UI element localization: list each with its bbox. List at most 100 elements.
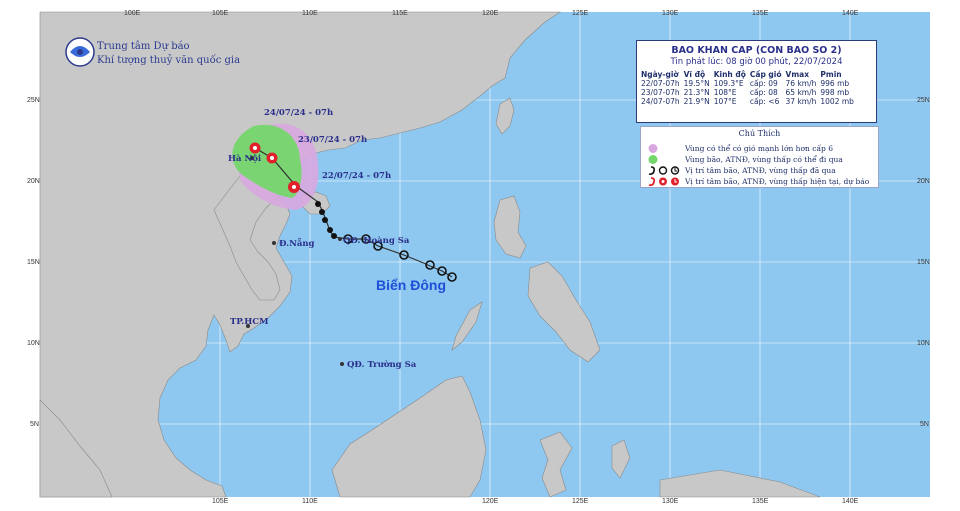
legend-item-label: Vị trí tâm bão, ATNĐ, vùng thấp đã qua (685, 166, 836, 175)
agency-name: Trung tâm Dự báo Khí tượng thuỷ văn quốc… (97, 40, 240, 68)
bulletin-table: Ngày-giờ Vĩ độ Kinh độ Cấp gió Vmax Pmin… (641, 70, 858, 106)
agency-logo (65, 37, 95, 67)
lat-labels-left: 25N 20N 15N 10N 5N (27, 97, 40, 428)
left-lat-15: 15N (27, 259, 40, 266)
bulletin-panel: BAO KHAN CAP (CON BAO SO 2) Tin phát lúc… (636, 40, 877, 123)
city-markers (246, 156, 344, 366)
forecast-track (254, 147, 319, 203)
cell: cấp: 09 (749, 79, 778, 88)
right-lat-20: 20N (917, 178, 930, 185)
cell: 108°E (713, 88, 737, 97)
bottom-lon-120: 120E (482, 498, 499, 505)
col-lat: Vĩ độ (683, 70, 706, 79)
table-row: 23/07-07h 21.3°N 108°E cấp: 08 65 km/h 9… (641, 88, 858, 97)
legend-item-current: Vị trí tâm bão, ATNĐ, vùng thấp hiện tại… (647, 176, 869, 187)
palawan-island (451, 301, 483, 351)
sea-label: Biển Đông (376, 277, 446, 293)
taiwan-island (495, 97, 515, 135)
top-lon-135: 135E (752, 10, 769, 17)
hanoi-label: Hà Nội (228, 153, 262, 164)
legend-item-strong-wind: Vùng có thể có gió mạnh lớn hơn cấp 6 (647, 143, 833, 154)
cell: 76 km/h (785, 79, 817, 88)
bottom-lon-135: 135E (752, 498, 769, 505)
top-lon-115: 115E (392, 10, 408, 17)
philippines-south (527, 261, 601, 363)
new-guinea (659, 469, 821, 498)
bottom-lon-140: 140E (842, 498, 859, 505)
left-lat-20: 20N (27, 178, 40, 185)
bulletin-issued: Tin phát lúc: 08 giờ 00 phút, 22/07/2024 (670, 57, 843, 67)
lat-labels-right: 25N 20N 15N 10N 5N (917, 97, 930, 428)
strong-wind-swatch-icon (648, 144, 658, 153)
storm-area (232, 124, 302, 198)
legend-item-past: Vị trí tâm bão, ATNĐ, vùng thấp đã qua (647, 165, 836, 176)
cell: 109.3°E (713, 79, 744, 88)
top-lon-120: 120E (482, 10, 499, 17)
cell: 23/07-07h (641, 88, 680, 97)
top-lon-100: 100E (124, 10, 141, 17)
cell: 21.9°N (683, 97, 710, 106)
cell: 19.5°N (683, 79, 710, 88)
cell: 998 mb (820, 88, 850, 97)
sumatra (39, 399, 113, 498)
legend-item-storm-area: Vùng bão, ATNĐ, vùng thấp có thể đi qua (647, 154, 843, 165)
past-positions (343, 234, 457, 282)
col-wind: Cấp gió (749, 70, 782, 79)
legend-item-label: Vị trí tâm bão, ATNĐ, vùng thấp hiện tại… (685, 177, 870, 186)
hcm-label: TP.HCM (230, 317, 269, 327)
hoangsa-label: QĐ. Hoàng Sa (343, 235, 410, 246)
cell: cấp: 08 (749, 88, 778, 97)
philippines-luzon (493, 195, 527, 259)
bottom-lon-125: 125E (572, 498, 589, 505)
bottom-axis-labels: 105E 110E 120E 125E 130E 135E 140E (212, 498, 859, 505)
danang-label: Đ.Nẵng (279, 237, 315, 249)
bottom-lon-130: 130E (662, 498, 679, 505)
right-lat-5: 5N (920, 421, 929, 428)
legend-item-label: Vùng bão, ATNĐ, vùng thấp có thể đi qua (685, 155, 843, 164)
top-lon-105: 105E (212, 10, 229, 17)
cell: 107°E (713, 97, 737, 106)
legend-title: Chú Thích (738, 129, 781, 138)
borneo (331, 375, 487, 498)
right-lat-15: 15N (917, 259, 930, 266)
cell: 1002 mb (820, 97, 854, 106)
cell: 996 mb (820, 79, 850, 88)
date-label-24-07: 24/07/24 - 07h (264, 108, 333, 118)
left-lat-10: 10N (27, 340, 40, 347)
cell: 65 km/h (785, 88, 817, 97)
date-label-22-07: 22/07/24 - 07h (322, 171, 391, 181)
past-position-symbols-icon (648, 166, 680, 175)
past-storm-symbols (315, 201, 337, 239)
col-vmax: Vmax (785, 70, 810, 79)
table-row: 24/07-07h 21.9°N 107°E cấp: <6 37 km/h 1… (641, 97, 858, 106)
cell: 37 km/h (785, 97, 817, 106)
storm-area-swatch-icon (648, 155, 658, 164)
current-forecast-positions (249, 142, 300, 193)
cell: 22/07-07h (641, 79, 680, 88)
cell: cấp: <6 (749, 97, 780, 106)
date-label-23-07: 23/07/24 - 07h (298, 135, 367, 145)
col-lon: Kinh độ (713, 70, 746, 79)
table-row: 22/07-07h 19.5°N 109.3°E cấp: 09 76 km/h… (641, 79, 858, 88)
top-lon-140: 140E (842, 10, 859, 17)
legend-panel: Chú Thích Vùng có thể có gió mạnh lớn hơ… (640, 126, 879, 188)
cell: 24/07-07h (641, 97, 680, 106)
bottom-lon-110: 110E (302, 498, 318, 505)
left-lat-25: 25N (27, 97, 40, 104)
col-pmin: Pmin (820, 70, 842, 79)
top-lon-110: 110E (302, 10, 318, 17)
top-axis-labels: 100E 105E 110E 115E 120E 125E 130E 135E … (124, 10, 859, 17)
current-position-symbols-icon (648, 177, 679, 187)
halmahera (611, 439, 631, 479)
left-lat-5: 5N (30, 421, 39, 428)
right-lat-10: 10N (917, 340, 930, 347)
col-datetime: Ngày-giờ (641, 70, 679, 79)
bottom-lon-105: 105E (212, 498, 229, 505)
cell: 21.3°N (683, 88, 710, 97)
right-lat-25: 25N (917, 97, 930, 104)
agency-line-2: Khí tượng thuỷ văn quốc gia (97, 55, 241, 66)
truongsa-label: QĐ. Trường Sa (347, 359, 417, 370)
mainland-asia (39, 11, 561, 498)
top-lon-130: 130E (662, 10, 679, 17)
agency-line-1: Trung tâm Dự báo (97, 41, 190, 52)
